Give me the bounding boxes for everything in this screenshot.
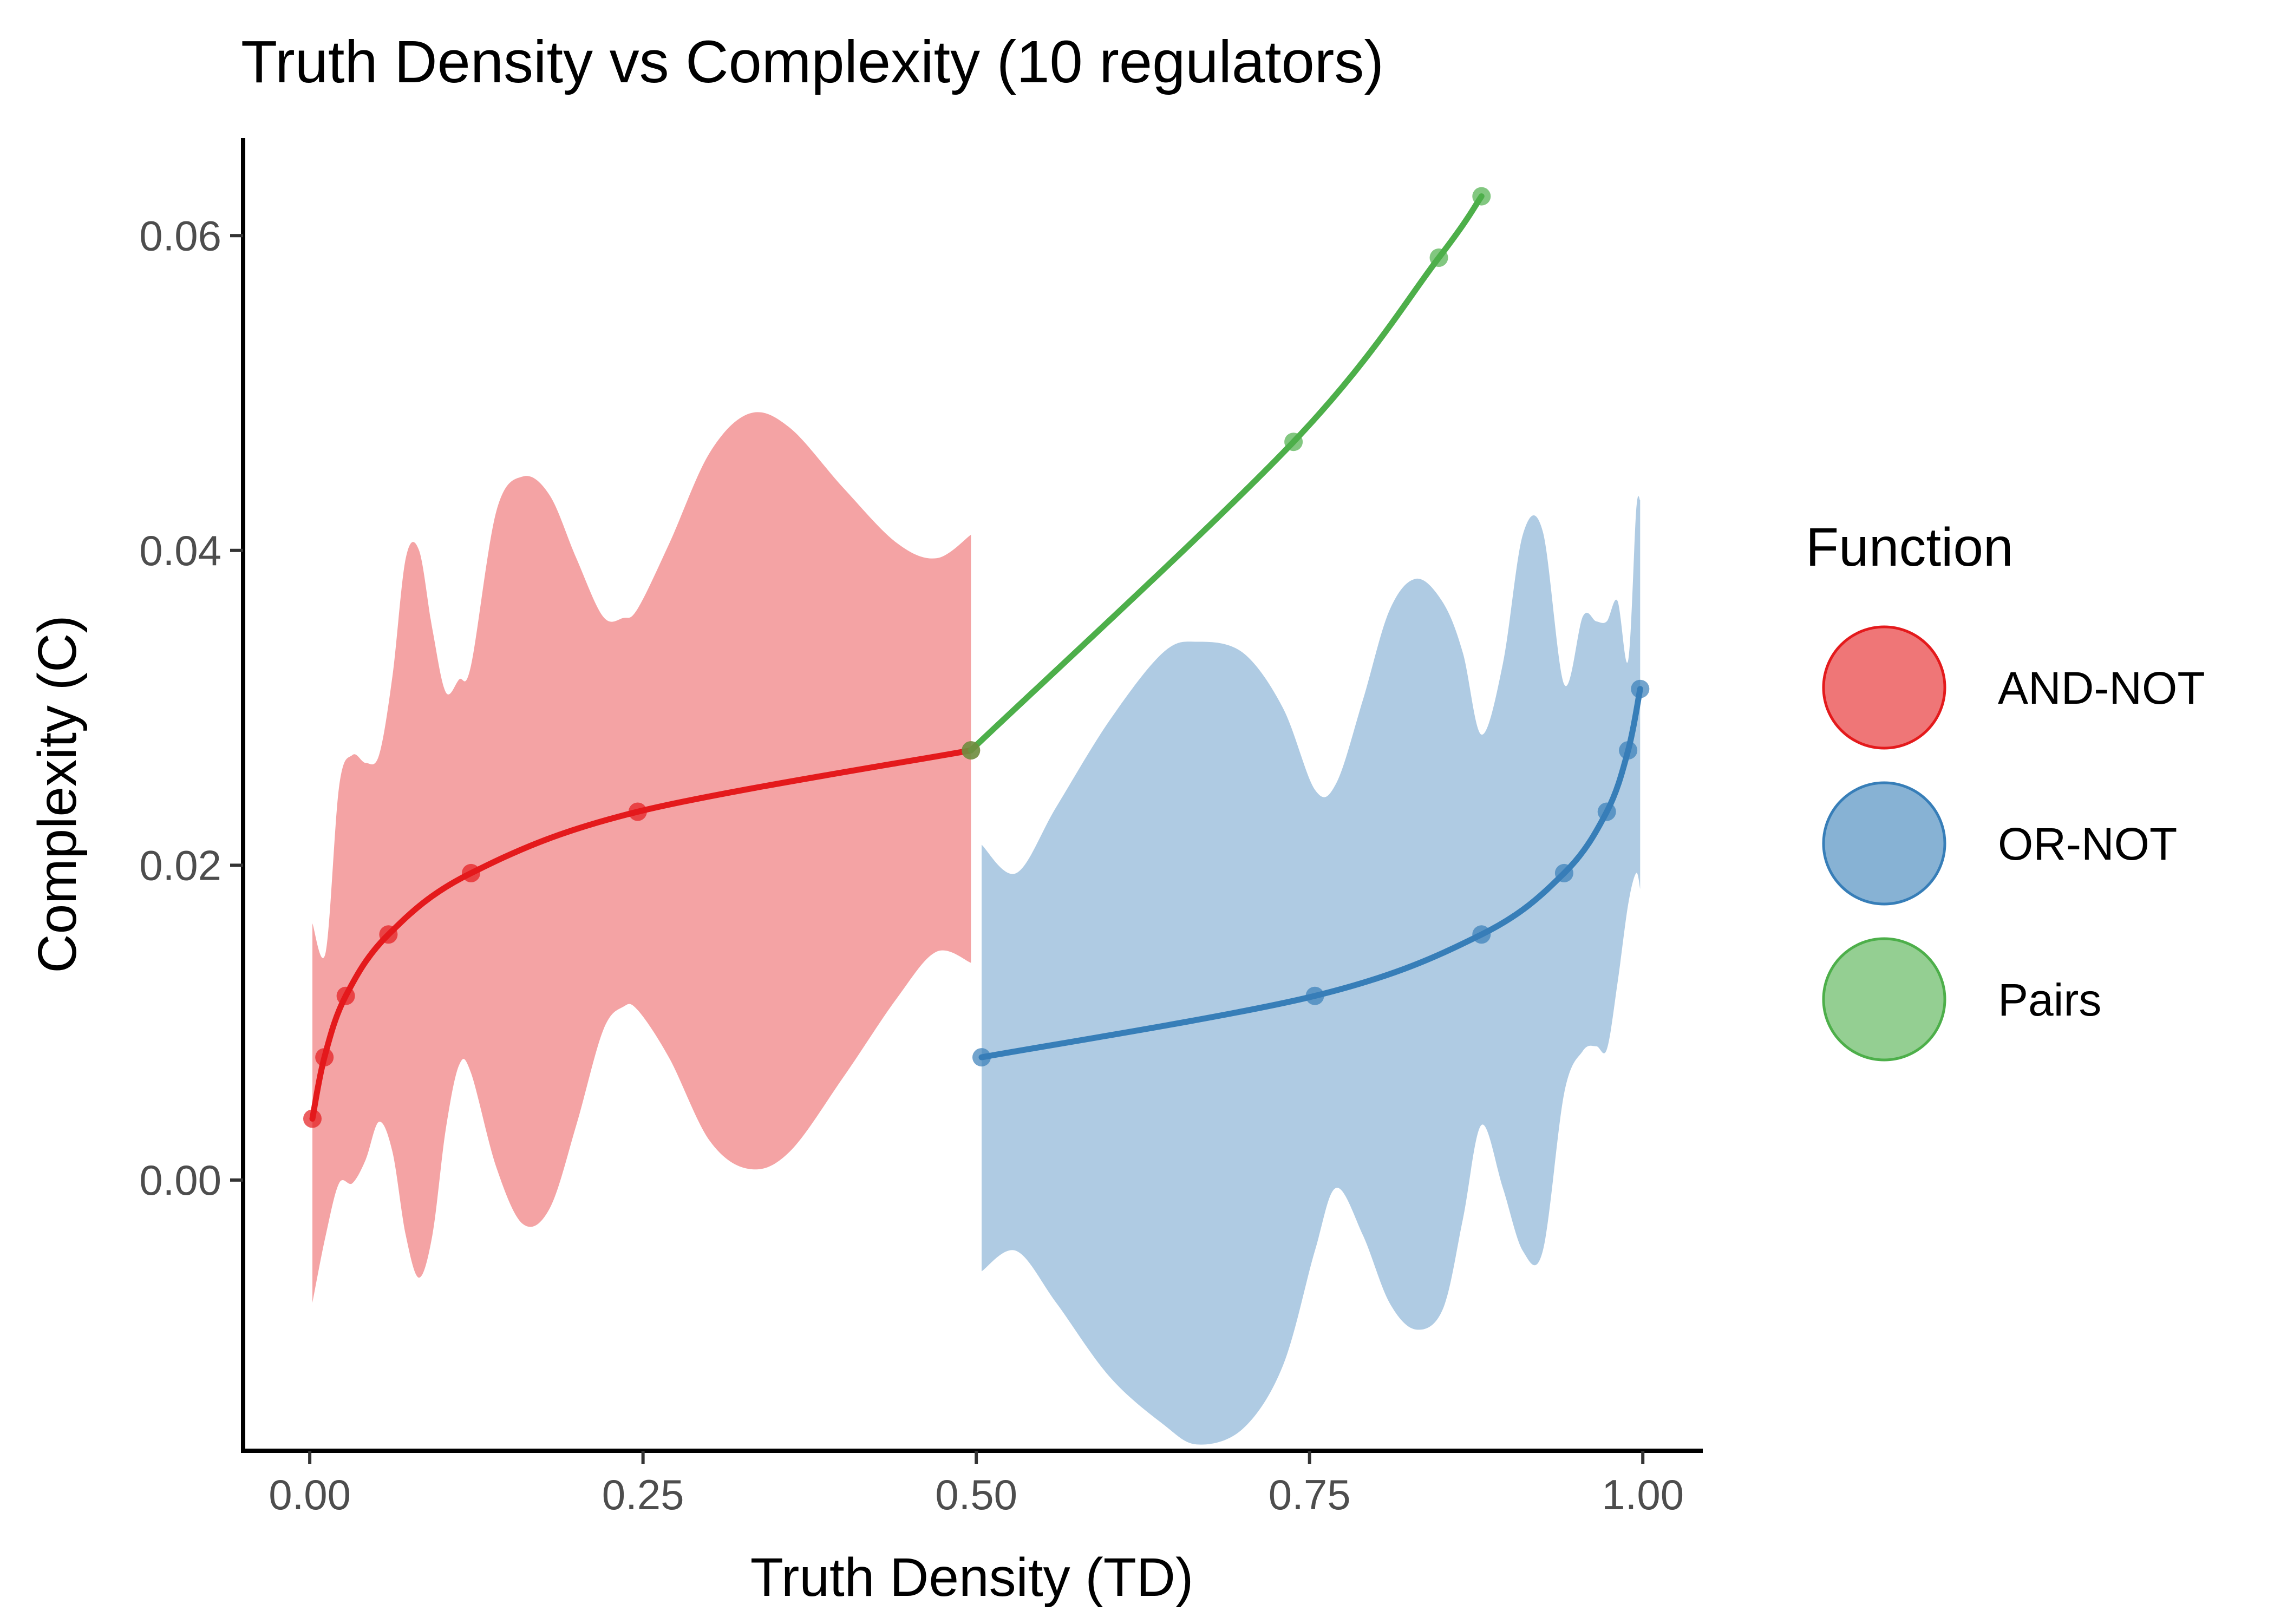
point-and-not-2: [336, 986, 355, 1005]
point-or-not-3: [1554, 863, 1573, 882]
y-axis-label: Complexity (C): [27, 615, 88, 973]
legend-label-pairs: Pairs: [1998, 974, 2101, 1025]
y-tick-label: 0.04: [139, 527, 221, 574]
point-and-not-4: [462, 863, 480, 882]
line-and-not: [309, 747, 974, 1122]
point-or-not-1: [1305, 986, 1324, 1005]
legend-key-or-not: [1822, 781, 1946, 906]
x-tick-label: 0.50: [935, 1471, 1017, 1518]
x-axis-ticks: 0.00 0.25 0.50 0.75 1.00: [269, 1451, 1684, 1518]
point-pairs-2: [1429, 248, 1448, 267]
y-axis-ticks: 0.00 0.02 0.04 0.06: [139, 212, 243, 1204]
point-pairs-0: [962, 741, 981, 760]
legend-title: Function: [1806, 517, 2014, 578]
point-or-not-5: [1619, 741, 1638, 760]
y-tick-label: 0.02: [139, 841, 221, 889]
point-and-not-3: [379, 925, 398, 944]
confidence-bands: [312, 412, 1641, 1445]
chart-title: Truth Density vs Complexity (10 regulato…: [241, 29, 1384, 95]
point-or-not-4: [1597, 802, 1616, 821]
legend: Function AND-NOT OR-NOT Pairs: [1806, 517, 2205, 1062]
point-pairs-1: [1284, 433, 1303, 451]
x-tick-label: 0.75: [1269, 1471, 1351, 1518]
point-pairs-3: [1472, 187, 1491, 206]
point-or-not-0: [972, 1048, 991, 1067]
band-or-not: [982, 496, 1641, 1445]
point-and-not-5: [628, 802, 647, 821]
point-or-not-6: [1631, 679, 1650, 698]
legend-label-and-not: AND-NOT: [1998, 663, 2205, 713]
legend-key-pairs: [1822, 937, 1946, 1062]
point-or-not-2: [1472, 925, 1491, 944]
band-and-not: [312, 412, 971, 1303]
series-lines: [309, 193, 1643, 1122]
point-and-not-0: [303, 1109, 322, 1128]
line-or-not: [978, 686, 1643, 1060]
x-tick-label: 0.25: [602, 1471, 684, 1518]
point-and-not-1: [315, 1048, 334, 1067]
x-tick-label: 1.00: [1602, 1471, 1684, 1518]
y-tick-label: 0.00: [139, 1156, 221, 1204]
legend-label-or-not: OR-NOT: [1998, 818, 2177, 869]
line-pairs: [968, 193, 1485, 754]
x-axis-label: Truth Density (TD): [750, 1547, 1194, 1608]
y-tick-label: 0.06: [139, 212, 221, 259]
legend-key-and-not: [1822, 625, 1946, 750]
x-tick-label: 0.00: [269, 1471, 351, 1518]
series-points: [303, 187, 1650, 1128]
plot-area: [303, 187, 1650, 1445]
